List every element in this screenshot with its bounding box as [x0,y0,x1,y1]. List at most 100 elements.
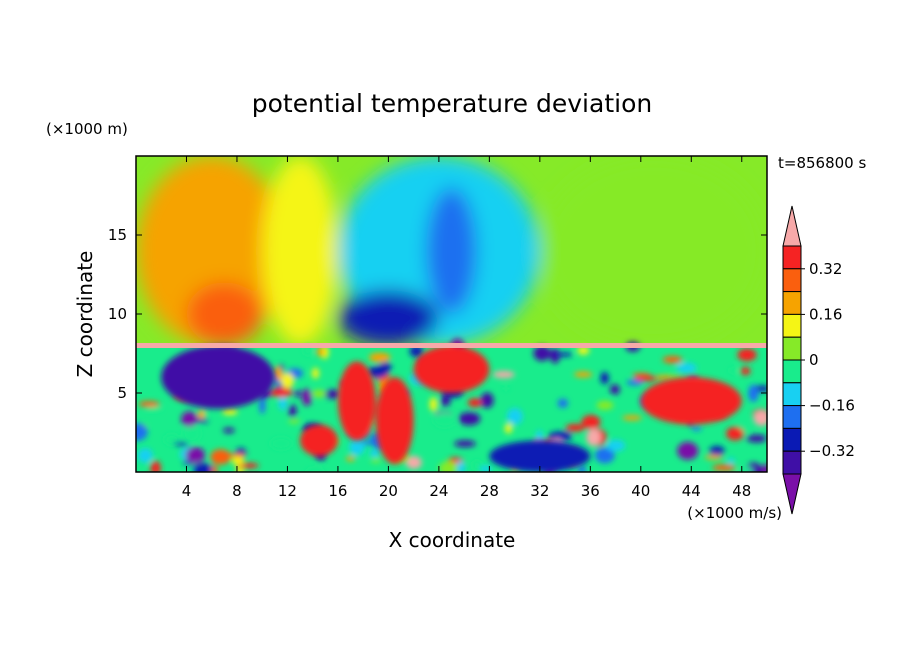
turbulence-cell [753,410,767,426]
turbulence-cell [606,439,626,452]
x-tick-label: 8 [232,482,242,500]
turbulence-cell [231,454,244,466]
x-tick-label: 20 [379,482,398,500]
colorbar-box [782,450,802,475]
x-axis: 4 8 12 16 20 24 28 32 36 40 44 48 [182,156,751,500]
turbulence-cell [432,413,456,428]
turbulence-cell [164,433,180,446]
x-tick-label: 24 [429,482,448,500]
colorbar-tick-label: 0 [809,351,819,369]
colorbar-box [782,291,802,315]
turbulence-cell [197,409,205,420]
turbulence-cell [504,423,513,434]
colorbar: 0.32 0.16 0 −0.16 −0.32 [782,205,855,515]
contour-region-lower [161,345,275,409]
turbulence-cell [467,398,483,408]
inversion-line [136,343,767,348]
turbulence-cell [409,345,424,358]
colorbar-box [782,382,802,407]
turbulence-cell [273,366,283,381]
x-tick-label: 32 [530,482,549,500]
y-unit-label: (×1000 m) [46,120,128,138]
turbulence-cell [550,348,560,364]
turbulence-cell [405,455,422,470]
turbulence-cell [269,387,293,398]
turbulence-cell [301,388,312,406]
contour-region-lower [300,424,338,457]
colorbar-box [782,359,802,384]
turbulence-cell [712,464,736,471]
turbulence-cell [429,397,438,412]
turbulence-cell [727,457,735,464]
y-axis-label: Z coordinate [73,251,97,378]
turbulence-cell [746,434,767,443]
contour-region-lower [337,361,376,441]
turbulence-cell [454,440,476,448]
colorbar-box [782,268,802,293]
turbulence-cell [305,467,325,472]
turbulence-cell [654,375,672,380]
x-axis-label: X coordinate [389,528,516,552]
turbulence-cell [280,372,295,389]
turbulence-cell [729,367,737,375]
x-tick-label: 16 [328,482,347,500]
turbulence-cell [691,426,702,431]
y-tick-label: 15 [108,226,127,244]
turbulence-cell [573,371,593,378]
turbulence-cell [316,347,325,357]
y-axis: 5 10 15 [108,226,767,402]
contour-region-lower [375,377,414,465]
turbulence-cell [455,460,466,472]
x-tick-label: 48 [732,482,751,500]
contour-region-lower [640,377,742,425]
colorbar-top-extend [782,205,802,247]
colorbar-tick-label: 0.16 [809,305,842,323]
turbulence-cell [278,395,288,411]
turbulence-cell [370,458,382,463]
turbulence-cell [472,459,482,471]
x-tick-label: 40 [631,482,650,500]
time-label: t=856800 s [778,154,866,172]
contour-region-upper [337,290,439,346]
turbulence-cell [565,423,585,432]
turbulence-cell [222,427,235,434]
turbulence-cell [440,396,451,407]
turbulence-cell [737,467,754,472]
x-unit-label: (×1000 m/s) [687,504,782,522]
turbulence-cell [211,464,218,472]
turbulence-cell [368,352,391,363]
contour-region-lower [413,345,490,393]
turbulence-cell [138,401,160,408]
turbulence-cell [195,418,209,424]
turbulence-cell [185,447,206,464]
turbulence-cell [146,407,163,412]
turbulence-cell [548,431,572,442]
turbulence-cell [288,404,297,418]
turbulence-cell [210,449,231,465]
turbulence-cell [634,375,659,382]
turbulence-cell [677,441,699,460]
turbulence-cell [438,461,458,472]
turbulence-cell [311,389,327,398]
turbulence-cell [369,449,380,457]
turbulence-cell [578,466,587,472]
turbulence-cell [367,366,389,379]
turbulence-cell [704,454,723,460]
turbulence-cell [596,400,614,411]
turbulence-cell [150,460,161,472]
x-tick-label: 28 [480,482,499,500]
turbulence-cell [480,392,494,409]
x-tick-label: 36 [581,482,600,500]
turbulence-cell [594,447,615,464]
contour-region-lower [489,440,591,472]
turbulence-cell [709,445,725,456]
chart-title: potential temperature deviation [252,89,652,118]
colorbar-tick-label: −0.16 [809,397,855,415]
turbulence-cell [192,462,212,472]
contour-region-upper [262,156,338,346]
x-tick-label: 44 [682,482,701,500]
turbulence-cell [492,370,515,379]
x-tick-label: 4 [182,482,192,500]
turbulence-cell [676,362,697,374]
